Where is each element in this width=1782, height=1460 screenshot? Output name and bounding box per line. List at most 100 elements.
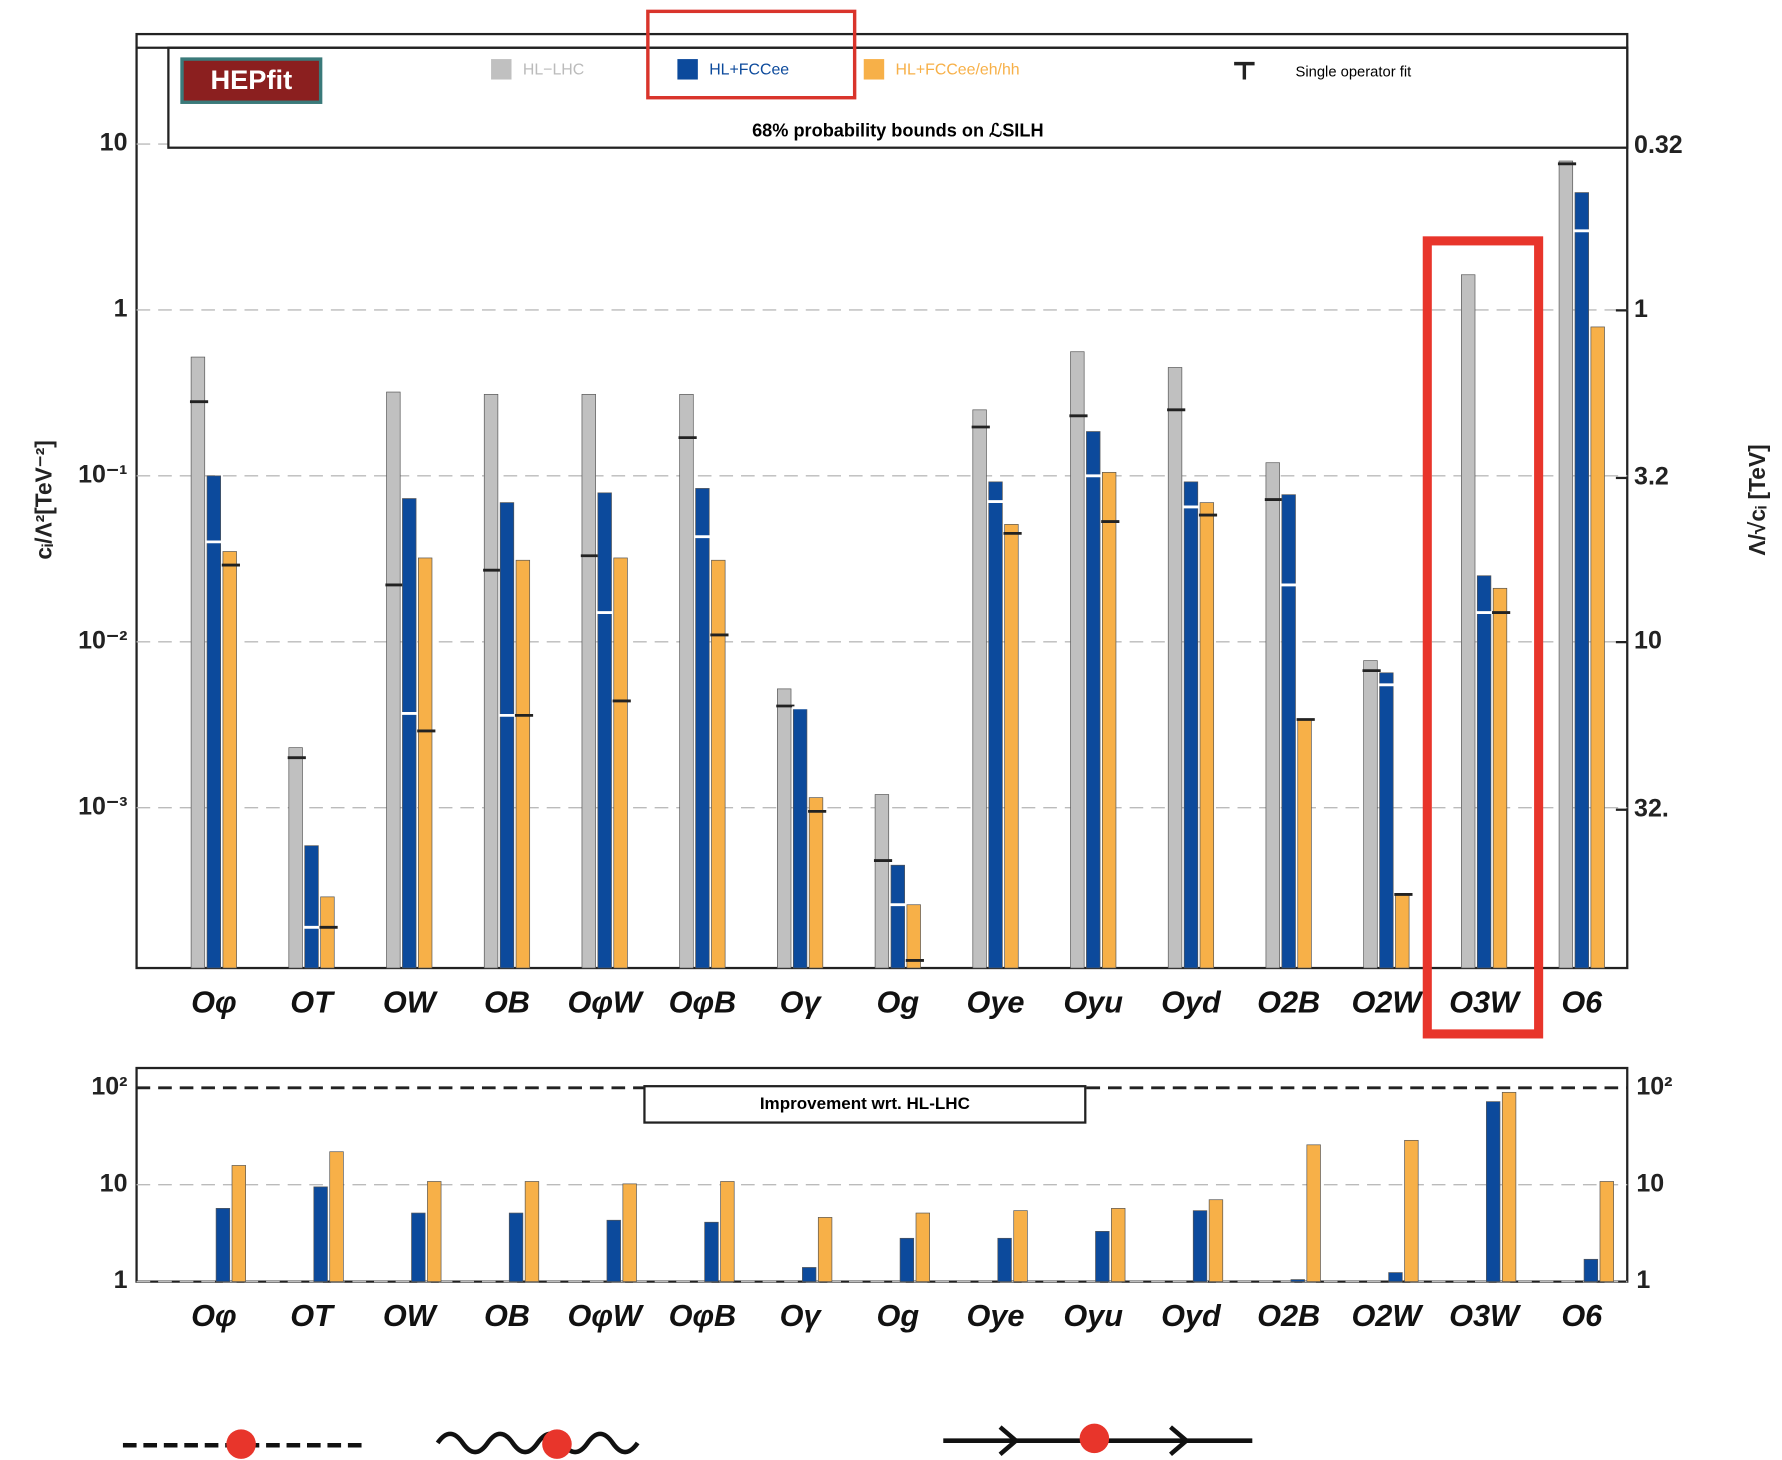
bar xyxy=(1477,576,1491,968)
bar xyxy=(1200,503,1214,968)
legend-label: HL−LHC xyxy=(523,62,584,79)
bar xyxy=(1575,193,1589,968)
bar xyxy=(1364,661,1378,968)
annotation: Improvement wrt. HL-LHC xyxy=(760,1094,970,1113)
vertex-dot xyxy=(542,1429,572,1459)
bar xyxy=(916,1213,930,1282)
bar xyxy=(777,689,791,968)
bar xyxy=(1405,1140,1419,1281)
bar xyxy=(1168,367,1182,968)
bar xyxy=(500,503,514,968)
bar xyxy=(875,795,889,968)
bar xyxy=(1298,719,1312,968)
x-tick-label: O2W xyxy=(1351,985,1424,1019)
bar xyxy=(680,394,694,968)
bar xyxy=(607,1220,621,1281)
legend-swatch xyxy=(677,59,697,79)
bar xyxy=(1184,482,1198,968)
bar xyxy=(705,1222,719,1281)
x-tick-label: OφB xyxy=(669,1299,737,1333)
bar xyxy=(1502,1092,1516,1281)
x-tick-label: Oyd xyxy=(1161,985,1222,1019)
x-tick-label: Oγ xyxy=(780,985,823,1019)
vertex-dot xyxy=(226,1429,256,1459)
wavy-line xyxy=(438,1434,638,1452)
y-tick-label: 1 xyxy=(114,1266,128,1294)
bar xyxy=(1380,673,1394,968)
bar xyxy=(1209,1200,1223,1282)
bar xyxy=(516,560,530,968)
x-tick-label: OB xyxy=(484,1299,530,1333)
bar xyxy=(711,560,725,968)
legend-swatch xyxy=(491,59,511,79)
y2-tick-label: 0.32 xyxy=(1634,131,1683,159)
x-tick-label: OT xyxy=(290,1299,335,1333)
bar xyxy=(1584,1259,1598,1281)
x-tick-label: O2B xyxy=(1257,1299,1320,1333)
bar xyxy=(418,558,432,968)
bar xyxy=(1486,1102,1500,1282)
logo: HEPfit xyxy=(210,64,292,95)
bar xyxy=(998,1238,1012,1281)
bar xyxy=(1395,894,1409,968)
y-tick-label: 10⁻² xyxy=(78,626,127,654)
bar xyxy=(223,551,237,968)
bar xyxy=(818,1217,832,1281)
x-tick-label: Oyu xyxy=(1063,1299,1123,1333)
bar xyxy=(1102,472,1116,968)
x-tick-label: O3W xyxy=(1449,985,1522,1019)
x-tick-label: Oye xyxy=(967,1299,1025,1333)
x-tick-label: OB xyxy=(484,985,530,1019)
x-tick-label: Og xyxy=(877,985,920,1019)
x-tick-label: Oφ xyxy=(191,985,236,1019)
chart-title: 68% probability bounds on ℒSILH xyxy=(752,121,1043,141)
bar xyxy=(973,410,987,968)
bar xyxy=(305,846,319,968)
x-tick-label: OφW xyxy=(568,985,645,1019)
x-tick-label: O3W xyxy=(1449,1299,1522,1333)
y2-tick-label: 10 xyxy=(1634,627,1662,655)
y-tick-label: 10⁻¹ xyxy=(78,460,127,488)
bar xyxy=(614,558,628,968)
bar xyxy=(598,493,612,968)
bar xyxy=(1096,1231,1110,1281)
bar xyxy=(1266,463,1280,968)
bar xyxy=(1086,432,1100,969)
vertex-dot xyxy=(1080,1424,1110,1454)
bar xyxy=(582,394,596,968)
bar xyxy=(289,748,303,968)
bar xyxy=(412,1213,426,1282)
y-tick-label: 10⁻³ xyxy=(78,792,127,820)
bar xyxy=(623,1184,637,1282)
y-tick-label: 10² xyxy=(91,1072,127,1100)
bar xyxy=(809,798,823,968)
y2-tick-label: 1 xyxy=(1634,295,1648,323)
bar xyxy=(1071,352,1085,968)
bar xyxy=(509,1213,523,1282)
bar xyxy=(1291,1280,1305,1282)
y2-tick-label: 1 xyxy=(1636,1266,1650,1294)
bar xyxy=(525,1181,539,1281)
page: {"chart_data": [ {"type": "bar", "title"… xyxy=(0,0,1782,1460)
bar xyxy=(989,482,1003,968)
bar xyxy=(1111,1208,1125,1281)
chart: 10110⁻¹10⁻²10⁻³0.3213.21032.OφOTOWOBOφWO… xyxy=(0,0,1782,1460)
legend-label: Single operator fit xyxy=(1295,65,1411,81)
y2-tick-label: 32. xyxy=(1634,794,1669,822)
bar xyxy=(802,1267,816,1281)
y-tick-label: 10 xyxy=(100,1169,128,1197)
y2-axis-label: Λ/√cᵢ [TeV] xyxy=(1744,444,1770,555)
bar xyxy=(191,357,205,968)
x-tick-label: Og xyxy=(877,1299,920,1333)
x-tick-label: OW xyxy=(383,985,439,1019)
x-tick-label: Oγ xyxy=(780,1299,823,1333)
bar xyxy=(907,905,921,968)
bar xyxy=(1193,1211,1207,1282)
x-tick-label: OT xyxy=(290,985,335,1019)
bar xyxy=(402,499,416,968)
x-tick-label: O6 xyxy=(1561,1299,1603,1333)
bar xyxy=(891,865,905,968)
x-tick-label: Oye xyxy=(967,985,1025,1019)
y-axis-label: cᵢ/Λ²[TeV⁻²] xyxy=(31,440,57,560)
